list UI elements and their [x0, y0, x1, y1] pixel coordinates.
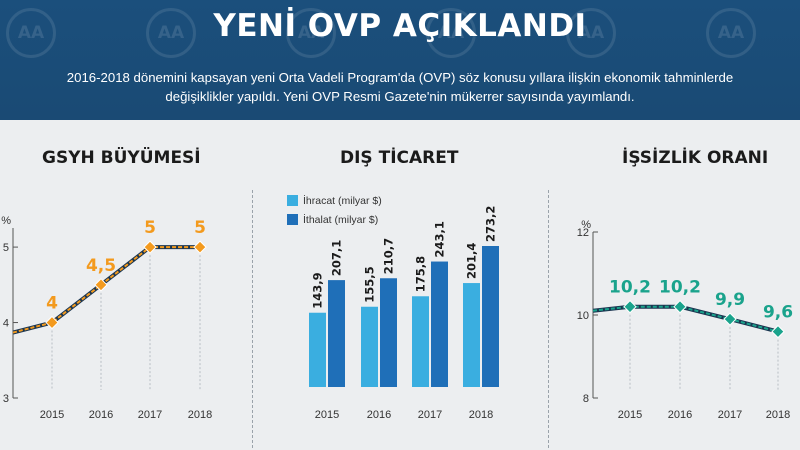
bar-data-label: 155,5 [363, 266, 377, 302]
y-tick-label: 4 [3, 318, 9, 330]
aa-watermark-logo: AA [566, 8, 616, 58]
series-line [592, 305, 779, 333]
ithalat-bar [431, 261, 448, 387]
x-tick-label: 2015 [618, 409, 642, 421]
legend-swatch [287, 195, 298, 206]
y-tick-label: 5 [3, 242, 9, 254]
bar-data-label: 210,7 [382, 238, 396, 274]
gsyh-chart-title: GSYH BÜYÜMESİ [42, 148, 201, 168]
series-line-shadow [592, 304, 779, 334]
y-tick-label: 3 [3, 393, 9, 405]
data-label: 10,2 [659, 278, 701, 298]
x-tick-label: 2016 [89, 409, 113, 421]
data-label: 10,2 [609, 278, 651, 298]
legend-swatch [287, 214, 298, 225]
ihracat-bar [463, 283, 480, 387]
issizlik-chart-title: İŞSİZLİK ORANI [622, 148, 769, 168]
data-point-marker [193, 240, 207, 254]
bar-data-label: 207,1 [330, 240, 344, 276]
x-tick-label: 2015 [40, 409, 64, 421]
data-label: 5 [144, 218, 156, 238]
ithalat-bar [328, 280, 345, 387]
x-tick-label: 2016 [367, 409, 391, 421]
data-point-marker [94, 278, 108, 292]
data-point-marker [673, 299, 687, 314]
y-tick-label: 12 [577, 227, 589, 239]
data-point-marker [143, 240, 157, 254]
data-label: 4 [46, 294, 58, 314]
data-point-marker [45, 315, 59, 330]
panel-divider [252, 190, 253, 448]
aa-watermark-logo: AA [6, 8, 56, 58]
bar-data-label: 273,2 [484, 206, 498, 242]
page-subtitle: 2016-2018 dönemini kapsayan yeni Orta Va… [66, 70, 734, 104]
aa-watermark-logo: AA [706, 8, 756, 58]
aa-watermark-logo: AA [286, 8, 336, 58]
legend-label: İthalat (milyar $) [303, 213, 378, 226]
data-label: 5 [194, 218, 206, 238]
data-point-marker [623, 299, 637, 314]
data-point-marker [771, 324, 785, 339]
legend-label: İhracat (milyar $) [303, 194, 382, 207]
x-tick-label: 2018 [188, 409, 212, 421]
ihracat-bar [412, 296, 429, 387]
dis-ticaret-chart-title: DIŞ TİCARET [340, 148, 459, 168]
ithalat-bar [482, 246, 499, 387]
ithalat-bar [380, 278, 397, 387]
x-tick-label: 2017 [138, 409, 162, 421]
ihracat-bar [361, 306, 378, 387]
panel-divider [548, 190, 549, 448]
aa-watermark-logo: AA [426, 8, 476, 58]
x-tick-label: 2016 [668, 409, 692, 421]
y-axis-unit: % [1, 215, 11, 227]
x-tick-label: 2015 [315, 409, 339, 421]
data-label: 9,6 [763, 303, 793, 323]
data-label: 9,9 [715, 290, 745, 310]
x-tick-label: 2017 [418, 409, 442, 421]
ihracat-bar [309, 312, 326, 387]
y-tick-label: 10 [577, 310, 589, 322]
data-label: 4,5 [86, 256, 116, 276]
data-point-marker [723, 312, 737, 326]
bar-data-label: 175,8 [414, 256, 428, 292]
bar-data-label: 143,9 [311, 272, 325, 308]
bar-data-label: 243,1 [433, 221, 447, 257]
x-tick-label: 2018 [469, 409, 493, 421]
x-tick-label: 2017 [718, 409, 742, 421]
aa-watermark-logo: AA [146, 8, 196, 58]
x-tick-label: 2018 [766, 409, 790, 421]
header-banner: AA AA AA AA AA AA YENİ OVP AÇIKLANDI 201… [0, 0, 800, 120]
y-tick-label: 8 [583, 393, 589, 405]
y-axis-unit: % [581, 219, 591, 231]
bar-data-label: 201,4 [465, 243, 479, 279]
page-title: YENİ OVP AÇIKLANDI [213, 8, 587, 44]
